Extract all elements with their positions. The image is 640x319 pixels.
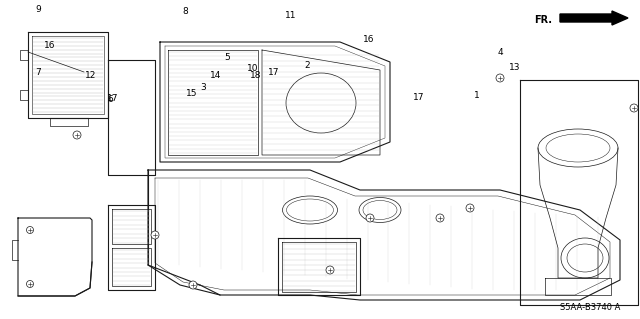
Circle shape bbox=[151, 231, 159, 239]
Text: 1: 1 bbox=[474, 91, 480, 100]
Text: 15: 15 bbox=[186, 89, 198, 98]
Text: 11: 11 bbox=[285, 11, 297, 20]
Circle shape bbox=[466, 204, 474, 212]
Text: 5: 5 bbox=[224, 53, 230, 62]
Text: 3: 3 bbox=[201, 83, 207, 92]
Text: FR.: FR. bbox=[534, 15, 552, 25]
Text: 9: 9 bbox=[35, 5, 41, 14]
Text: 17: 17 bbox=[413, 93, 425, 102]
Text: 14: 14 bbox=[209, 71, 221, 80]
Circle shape bbox=[26, 226, 33, 234]
Text: 2: 2 bbox=[305, 61, 310, 70]
Text: 17: 17 bbox=[106, 94, 118, 103]
Text: 13: 13 bbox=[509, 63, 521, 72]
Circle shape bbox=[436, 214, 444, 222]
Text: 18: 18 bbox=[250, 71, 262, 80]
Text: 6: 6 bbox=[108, 95, 113, 104]
Circle shape bbox=[189, 281, 197, 289]
Text: 17: 17 bbox=[268, 68, 279, 77]
Text: 7: 7 bbox=[35, 68, 41, 77]
Circle shape bbox=[326, 266, 334, 274]
Circle shape bbox=[366, 214, 374, 222]
Circle shape bbox=[73, 131, 81, 139]
Text: 8: 8 bbox=[182, 7, 188, 16]
Text: 16: 16 bbox=[363, 35, 374, 44]
Circle shape bbox=[630, 104, 638, 112]
Circle shape bbox=[26, 280, 33, 287]
FancyArrow shape bbox=[560, 11, 628, 25]
Circle shape bbox=[496, 74, 504, 82]
Text: 10: 10 bbox=[247, 64, 259, 73]
Text: 4: 4 bbox=[497, 48, 503, 57]
Text: 12: 12 bbox=[84, 70, 96, 79]
Text: S5AA-B3740 A: S5AA-B3740 A bbox=[560, 303, 620, 313]
Text: 16: 16 bbox=[44, 41, 55, 49]
